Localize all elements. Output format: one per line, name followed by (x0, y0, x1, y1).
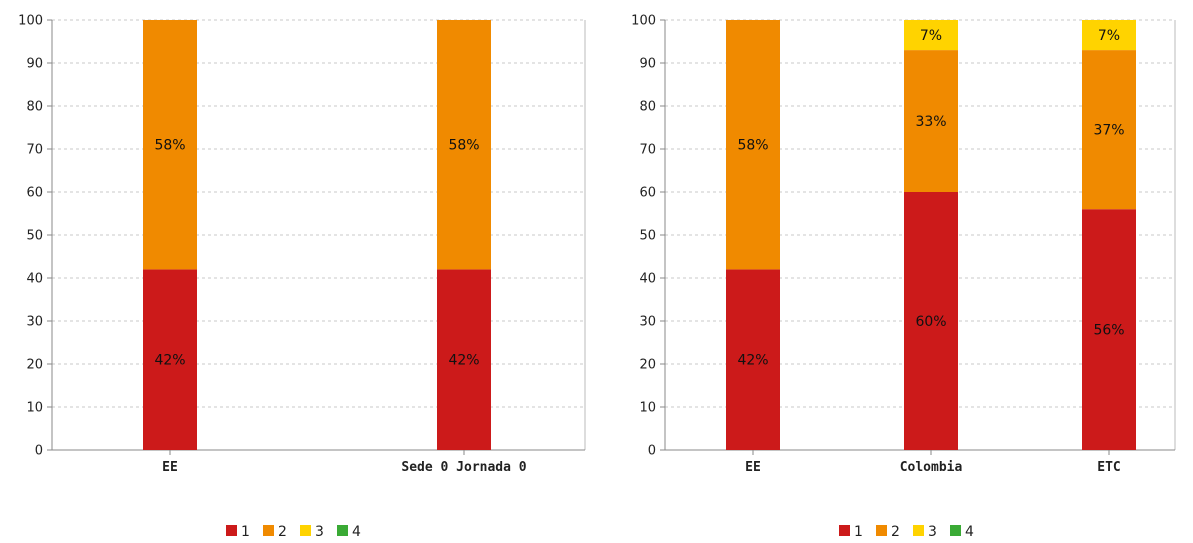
data-label: 7% (920, 28, 942, 44)
legend-label: 2 (891, 524, 900, 540)
y-tick-label: 100 (631, 14, 656, 29)
legend-swatch (300, 525, 311, 536)
category-label: EE (745, 460, 761, 475)
legend: 1 2 3 4 (226, 524, 361, 540)
legend: 1 2 3 4 (839, 524, 974, 540)
y-tick-label: 30 (26, 315, 43, 330)
y-tick-label: 60 (26, 186, 43, 201)
legend-label: 4 (965, 524, 974, 540)
data-label: 7% (1098, 28, 1120, 44)
legend-label: 3 (928, 524, 937, 540)
bar-segment (1082, 50, 1136, 210)
legend-label: 1 (854, 524, 863, 540)
legend-swatch (913, 525, 924, 536)
y-tick-label: 40 (639, 272, 656, 287)
bar-segment (437, 269, 491, 450)
y-tick-label: 90 (26, 57, 43, 72)
y-tick-label: 90 (639, 57, 656, 72)
bar-segment (726, 269, 780, 450)
y-tick-label: 80 (26, 100, 43, 115)
chart-left: 0 10 20 30 40 50 60 70 80 90 100 42% 58% EE 42% 58% Sede… (18, 14, 586, 540)
legend-swatch (950, 525, 961, 536)
y-tick-label: 80 (639, 100, 656, 115)
bar-segment (143, 20, 197, 270)
category-label: ETC (1097, 460, 1120, 475)
y-tick-label: 0 (648, 444, 656, 459)
y-tick-label: 10 (26, 401, 43, 416)
bar-segment (437, 20, 491, 270)
bar-segment (1082, 209, 1136, 450)
data-label: 58% (737, 138, 768, 154)
bar-segment (904, 192, 958, 450)
legend-swatch (226, 525, 237, 536)
y-tick-label: 60 (639, 186, 656, 201)
bar-segment (1082, 20, 1136, 51)
y-tick-label: 100 (18, 14, 43, 29)
legend-swatch (839, 525, 850, 536)
data-label: 56% (1093, 323, 1124, 339)
y-tick-label: 20 (639, 358, 656, 373)
bar-segment (726, 20, 780, 270)
y-tick-label: 70 (639, 143, 656, 158)
data-label: 42% (154, 353, 185, 369)
y-tick-label: 50 (26, 229, 43, 244)
y-tick-label: 30 (639, 315, 656, 330)
data-label: 58% (154, 138, 185, 154)
y-tick-label: 50 (639, 229, 656, 244)
legend-label: 3 (315, 524, 324, 540)
category-label: Sede 0 Jornada 0 (401, 460, 526, 475)
data-label: 60% (915, 314, 946, 330)
legend-label: 1 (241, 524, 250, 540)
data-label: 37% (1093, 123, 1124, 139)
data-label: 33% (915, 114, 946, 130)
legend-label: 4 (352, 524, 361, 540)
data-label: 58% (448, 138, 479, 154)
category-label: Colombia (900, 460, 963, 475)
legend-swatch (263, 525, 274, 536)
legend-label: 2 (278, 524, 287, 540)
data-label: 42% (448, 353, 479, 369)
data-label: 42% (737, 353, 768, 369)
y-tick-label: 0 (35, 444, 43, 459)
y-tick-label: 10 (639, 401, 656, 416)
bar-segment (904, 50, 958, 192)
y-tick-label: 20 (26, 358, 43, 373)
y-tick-label: 40 (26, 272, 43, 287)
y-tick-label: 70 (26, 143, 43, 158)
bar-segment (143, 269, 197, 450)
bar-segment (904, 20, 958, 51)
category-label: EE (162, 460, 178, 475)
legend-swatch (876, 525, 887, 536)
chart-right: 0 10 20 30 40 50 60 70 80 90 100 42% 58% EE 60% 33% 7% Co… (631, 14, 1176, 540)
legend-swatch (337, 525, 348, 536)
